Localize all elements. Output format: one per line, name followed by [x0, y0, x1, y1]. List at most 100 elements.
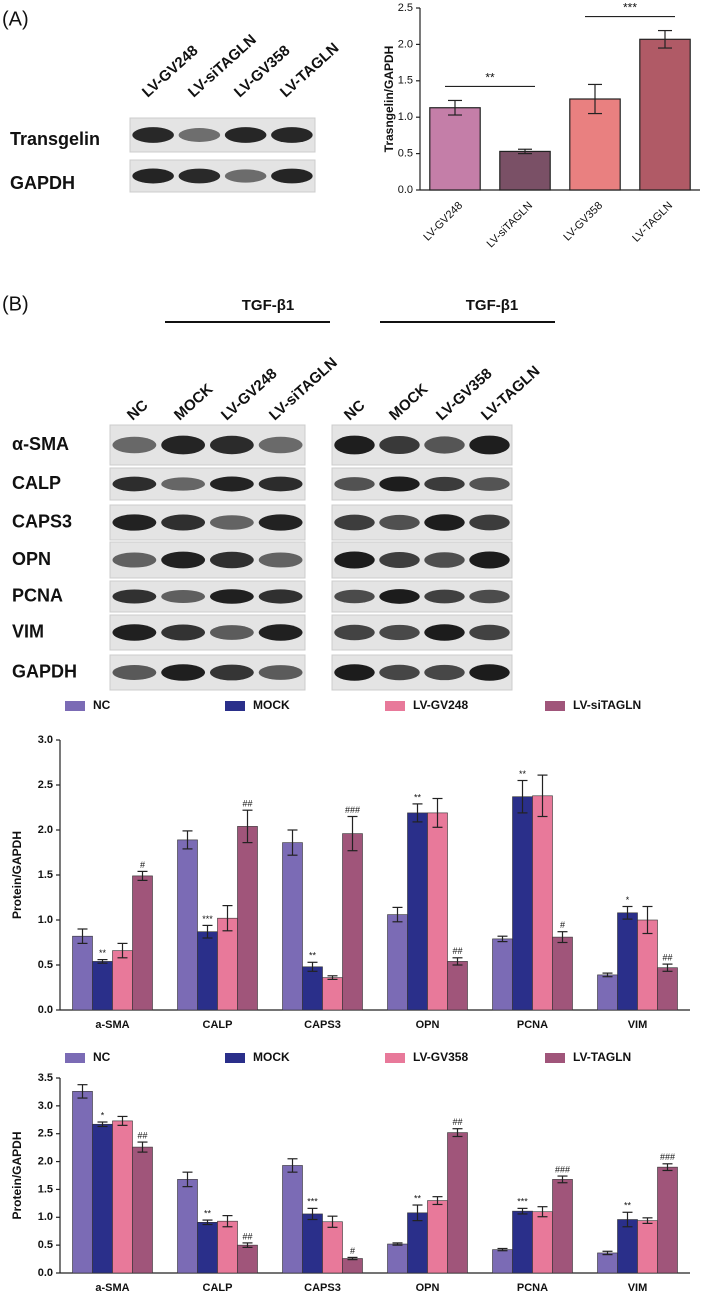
bar: [282, 1165, 303, 1274]
error-bar: [307, 961, 318, 972]
y-tick-label: 1.5: [38, 869, 53, 881]
error-bar: [117, 942, 128, 959]
y-tick-label: 3.0: [38, 1100, 53, 1112]
blot-band: [112, 514, 157, 531]
significance-label: ##: [137, 1130, 147, 1140]
error-bar: [497, 1247, 508, 1252]
blot-band: [209, 476, 254, 492]
bar: [597, 1252, 618, 1274]
error-bar: [222, 904, 233, 932]
significance-label: #: [350, 1246, 355, 1256]
error-bar: [182, 1171, 193, 1188]
x-tick-label: PCNA: [517, 1282, 548, 1294]
bar: [447, 961, 468, 1011]
blot-row-label: PCNA: [12, 585, 63, 605]
y-tick-label: 2.5: [398, 2, 413, 14]
lane-label: NC: [124, 397, 152, 424]
blot-band: [379, 589, 420, 604]
legend-label: LV-GV248: [413, 698, 468, 712]
blot-band: [379, 624, 420, 641]
error-bar: [448, 99, 462, 116]
y-tick-label: 2.0: [38, 824, 53, 836]
bar: [387, 914, 408, 1011]
blot-band: [112, 589, 157, 604]
bar: [197, 931, 218, 1011]
bar: [132, 875, 153, 1011]
error-bar: [622, 1211, 633, 1228]
legend-label: LV-siTAGLN: [573, 698, 641, 712]
x-tick-label: CALP: [203, 1019, 233, 1031]
bar: [407, 812, 428, 1011]
blot-band: [424, 514, 465, 531]
error-bar: [137, 870, 148, 882]
x-tick-label: OPN: [416, 1282, 440, 1294]
error-bar: [412, 1204, 423, 1222]
y-tick-label: 1.0: [38, 1211, 53, 1223]
error-bar: [117, 1115, 128, 1126]
bar: [639, 38, 691, 191]
bar: [177, 1179, 198, 1274]
x-tick-label: LV-TAGLN: [630, 200, 675, 245]
blot-band: [334, 664, 375, 681]
significance-label: ***: [517, 1197, 528, 1207]
blot-band: [161, 435, 206, 455]
x-tick-label: CAPS3: [304, 1282, 341, 1294]
significance-label: ***: [307, 1197, 318, 1207]
blot-band: [334, 551, 375, 569]
significance-label: **: [414, 792, 422, 802]
blot-band: [258, 476, 303, 492]
bar: [492, 938, 513, 1011]
legend-swatch: [65, 701, 85, 711]
x-tick-label: CAPS3: [304, 1019, 341, 1031]
blot-band: [258, 514, 303, 531]
y-axis-label: Trasngelin/GAPDH: [382, 46, 396, 153]
bar: [342, 833, 363, 1011]
significance-label: **: [485, 71, 495, 85]
significance-label: #: [140, 860, 145, 870]
y-tick-label: 1.0: [38, 914, 53, 926]
legend-label: LV-TAGLN: [573, 1050, 631, 1064]
blot-row-label: GAPDH: [10, 173, 75, 193]
bar: [237, 1244, 258, 1274]
bar: [552, 936, 573, 1011]
significance-label: **: [309, 951, 317, 961]
blot-band: [469, 435, 510, 455]
bar: [569, 98, 621, 191]
error-bar: [77, 928, 88, 945]
bar: [302, 1213, 323, 1274]
bar: [92, 1123, 113, 1274]
bar: [617, 912, 638, 1011]
blot-band: [424, 664, 465, 681]
blot-band: [334, 589, 375, 604]
bar: [617, 1219, 638, 1274]
error-bar: [307, 1207, 318, 1221]
bar: [112, 1120, 133, 1274]
bar: [197, 1222, 218, 1274]
legend-swatch: [225, 1053, 245, 1063]
blot-band: [258, 436, 303, 454]
blot-band: [334, 435, 375, 455]
bar: [322, 1221, 343, 1274]
blot-band: [258, 552, 303, 568]
error-bar: [412, 803, 423, 823]
blot-band: [209, 551, 254, 569]
blot-row-label: Transgelin: [10, 129, 100, 149]
blot-band: [112, 665, 157, 680]
blot-band: [424, 436, 465, 454]
bar: [492, 1249, 513, 1274]
blot-band: [132, 127, 174, 143]
bar: [217, 1220, 238, 1274]
error-bar: [287, 829, 298, 856]
error-bar: [137, 1141, 148, 1153]
y-tick-label: 2.5: [38, 1128, 53, 1140]
blot-band: [224, 127, 267, 143]
significance-label: *: [101, 1110, 105, 1120]
significance-label: **: [519, 769, 527, 779]
lane-label: NC: [341, 397, 369, 424]
error-bar: [327, 1215, 338, 1228]
blot-band: [271, 127, 313, 143]
significance-label: ***: [623, 1, 637, 15]
y-tick-label: 0.0: [38, 1267, 53, 1279]
x-tick-label: LV-GV358: [561, 200, 605, 244]
bar: [282, 842, 303, 1011]
